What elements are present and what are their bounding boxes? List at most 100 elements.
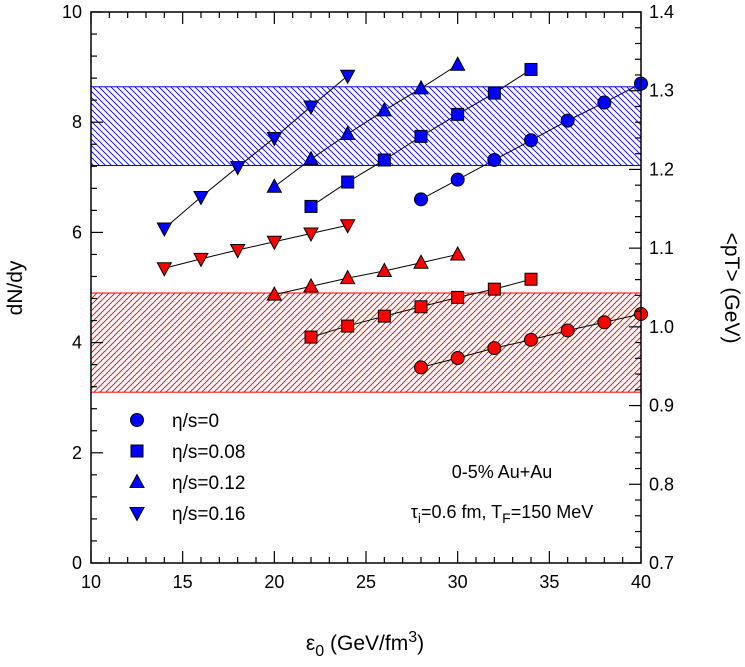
dndy-circle-point: [450, 351, 465, 366]
pt-square-point: [414, 129, 428, 143]
pt-triangle-up-point: [266, 178, 283, 193]
legend-label: η/s=0.08: [172, 442, 245, 463]
pt-triangle-up-point: [376, 101, 393, 117]
y-right-tick-label: 1.2: [649, 159, 674, 179]
y-right-tick-label: 0.9: [649, 396, 674, 416]
pt-square-point: [451, 107, 465, 121]
annotation-parameters-part: τ: [411, 502, 418, 522]
pt-square-point: [377, 153, 391, 167]
annotation-parameters-text: τi=0.6 fm, TF=150 MeV: [411, 502, 594, 526]
y-left-tick-label: 0: [72, 553, 82, 573]
dndy-circle-point: [560, 323, 575, 338]
dndy-triangle-down-point: [229, 244, 246, 259]
dndy-triangle-down-point: [266, 235, 283, 251]
annotation-collision: 0-5% Au+Au: [452, 462, 553, 482]
y-left-tick-label: 4: [72, 333, 82, 353]
dndy-band: [90, 292, 642, 393]
x-tick-label: 20: [264, 572, 284, 592]
legend-marker-square: [130, 444, 144, 458]
pt-triangle-up-point: [339, 125, 356, 141]
x-axis-title-text: ε0 (GeV/fm3): [306, 629, 424, 660]
pt-square-point: [304, 199, 318, 213]
legend-label: η/s=0: [172, 411, 219, 432]
bands-layer: [90, 86, 642, 393]
y-right-axis-title: <pT> (GeV): [720, 233, 743, 344]
pt-triangle-down-point: [156, 222, 173, 238]
dndy-triangle-up-point: [339, 269, 356, 285]
axes-layer: 10 15 20 25 30 35 40 0 2 4 6 8 10 0.7 0.8 0.9 1.0 1.1 1.2 1…: [62, 2, 674, 592]
pt-triangle-up-point: [413, 79, 429, 95]
dndy-triangle-up-point: [449, 245, 466, 261]
pt-triangle-down-point: [193, 190, 209, 206]
dndy-square-point: [451, 290, 465, 304]
pt-triangle-down-point: [303, 100, 319, 116]
legend-marker-circle: [130, 413, 144, 427]
x-axis-title-part: 3: [408, 629, 417, 646]
pt-triangle-up-point: [303, 150, 319, 166]
legend-label: η/s=0.12: [172, 473, 245, 494]
pt-square-point: [341, 175, 355, 189]
dndy-circle-point: [597, 315, 612, 330]
annotation-parameters-part: =0.6 fm, T: [421, 502, 502, 522]
pt-circle-point: [524, 133, 538, 148]
x-tick-label: 10: [81, 572, 101, 592]
y-right-axis-title-text: <pT> (GeV): [720, 233, 743, 344]
x-tick-label: 15: [173, 572, 193, 592]
dndy-square-point: [341, 319, 355, 333]
y-left-axis-title: dN/dy: [4, 260, 27, 315]
y-right-tick-label: 1.1: [649, 238, 674, 258]
dndy-square-point: [414, 300, 428, 314]
pt-triangle-down-point: [229, 161, 246, 176]
dndy-triangle-up-point: [303, 277, 319, 293]
dndy-square-point: [524, 272, 538, 286]
pt-circle-point: [487, 152, 502, 167]
legend-label: η/s=0.16: [172, 504, 245, 525]
y-right-tick-label: 0.7: [649, 553, 674, 573]
dndy-triangle-down-point: [303, 227, 319, 243]
x-tick-label: 30: [448, 572, 468, 592]
x-axis-title-part: ε: [306, 632, 315, 655]
legend-marker-triangle-up: [129, 473, 145, 488]
x-axis-title-part: 0: [315, 643, 324, 660]
dndy-triangle-up-point: [266, 286, 283, 301]
dndy-triangle-down-point: [193, 252, 209, 268]
y-left-tick-label: 2: [72, 443, 82, 463]
dndy-triangle-up-point: [413, 254, 429, 269]
annotation-parameters-part: i: [418, 510, 421, 526]
dndy-square-point: [377, 309, 391, 323]
dndy-circle-point: [414, 360, 428, 375]
pt-circle-point: [414, 192, 428, 207]
x-axis-title-part: ): [417, 632, 424, 655]
dndy-triangle-down-line: [164, 224, 348, 269]
pt-circle-point: [560, 113, 575, 128]
y-left-tick-label: 10: [62, 2, 82, 22]
pt-circle-point: [450, 172, 465, 187]
dndy-circle-point: [487, 341, 502, 356]
y-left-tick-label: 8: [72, 112, 82, 132]
dndy-circle-point: [524, 332, 538, 347]
pt-square-point: [487, 86, 501, 100]
dndy-triangle-up-line: [274, 253, 458, 296]
annotation-parameters-part: F: [502, 510, 511, 526]
x-axis-title: ε0 (GeV/fm3): [306, 629, 424, 660]
y-right-tick-label: 1.3: [649, 81, 674, 101]
dndy-square-point: [487, 282, 501, 296]
x-axis-title-part: (GeV/fm: [324, 632, 408, 655]
legend-marker-triangle-down: [129, 507, 145, 522]
y-right-tick-label: 1.4: [649, 2, 674, 22]
pt-square-point: [524, 62, 538, 76]
markers-layer: [156, 56, 648, 375]
pt-circle-point: [597, 95, 612, 110]
pt-triangle-up-point: [449, 56, 466, 71]
pt-triangle-down-point: [266, 131, 283, 147]
x-tick-label: 40: [631, 572, 651, 592]
pt-band: [90, 86, 642, 166]
legend: η/s=0 η/s=0.08 η/s=0.12 η/s=0.16: [129, 411, 245, 525]
pt-triangle-down-point: [339, 69, 356, 85]
annotation-parameters: τi=0.6 fm, TF=150 MeV: [411, 502, 594, 526]
annotation-parameters-part: =150 MeV: [511, 502, 594, 522]
y-left-tick-label: 6: [72, 222, 82, 242]
dndy-triangle-down-point: [156, 262, 173, 277]
